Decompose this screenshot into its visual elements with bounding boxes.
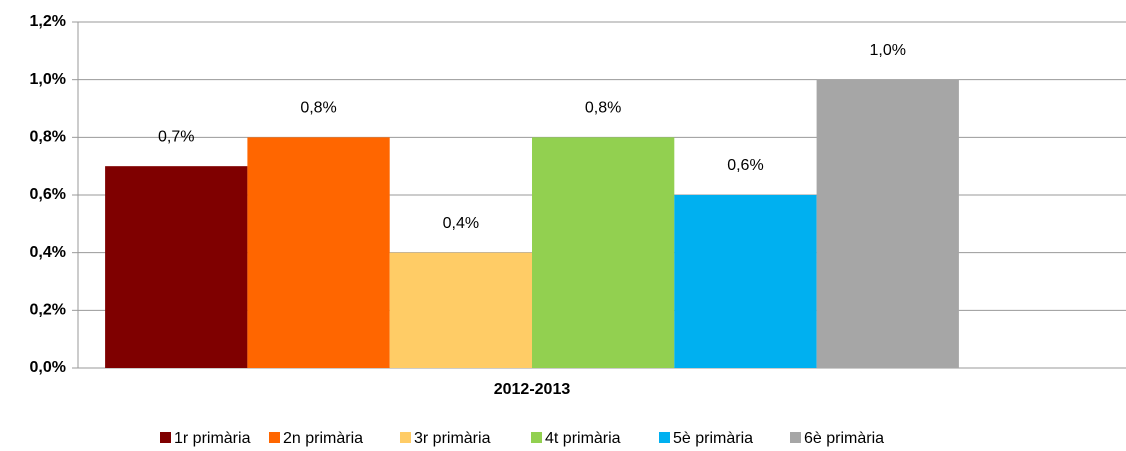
legend-swatch <box>160 432 171 443</box>
legend-label: 6è primària <box>804 430 884 447</box>
bar <box>532 137 675 368</box>
legend-swatch <box>790 432 801 443</box>
data-label: 0,8% <box>585 100 621 117</box>
data-label: 0,6% <box>727 157 763 174</box>
x-tick-label: 2012-2013 <box>494 381 571 398</box>
data-label: 1,0% <box>870 42 906 59</box>
data-label: 0,7% <box>158 128 194 145</box>
bar <box>105 166 248 368</box>
y-tick-label: 1,2% <box>30 13 66 30</box>
y-tick-label: 0,2% <box>30 302 66 319</box>
y-tick-label: 0,6% <box>30 186 66 203</box>
legend-label: 4t primària <box>545 430 621 447</box>
legend-label: 3r primària <box>414 430 491 447</box>
legend-swatch <box>531 432 542 443</box>
legend-label: 1r primària <box>174 430 251 447</box>
bar <box>389 252 532 368</box>
y-tick-label: 0,4% <box>30 244 66 261</box>
legend-swatch <box>400 432 411 443</box>
legend-label: 2n primària <box>283 430 363 447</box>
legend-swatch <box>659 432 670 443</box>
y-tick-label: 0,8% <box>30 129 66 146</box>
bar <box>247 137 390 368</box>
legend-label: 5è primària <box>673 430 753 447</box>
bar <box>816 79 959 369</box>
y-tick-label: 0,0% <box>30 359 66 376</box>
bar <box>674 195 817 368</box>
legend-swatch <box>269 432 280 443</box>
y-tick-label: 1,0% <box>30 71 66 88</box>
data-label: 0,8% <box>300 100 336 117</box>
data-label: 0,4% <box>443 215 479 232</box>
